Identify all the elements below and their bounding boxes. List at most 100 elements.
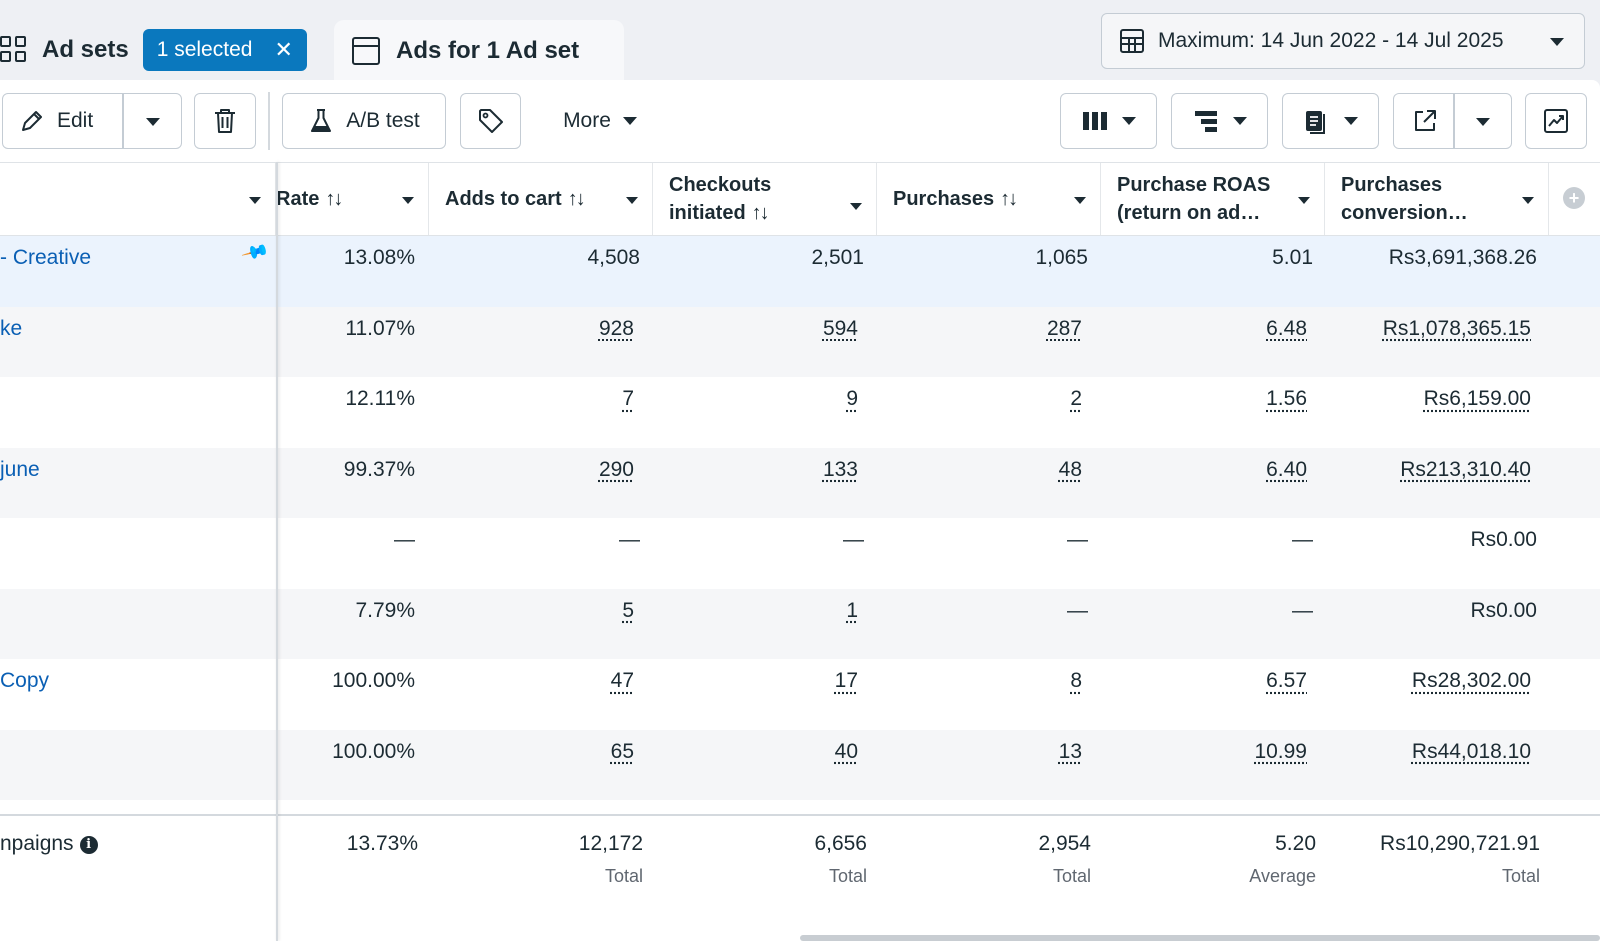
table-row[interactable]: - Creative 📌 13.08% 4,508 2,501 1,065 5.01 Rs3,… xyxy=(0,236,1600,307)
pin-icon[interactable]: 📌 xyxy=(240,237,271,267)
cell-rate: 13.08% xyxy=(343,246,415,269)
cell-adds-to-cart[interactable]: 5 xyxy=(622,598,634,622)
header-name-dropdown-icon[interactable] xyxy=(249,197,261,204)
cell-checkouts[interactable]: 594 xyxy=(822,316,858,340)
sort-icon[interactable]: ↑↓ xyxy=(567,188,586,210)
cell-purchases[interactable]: 13 xyxy=(1058,739,1082,763)
cell-purchases[interactable]: 8 xyxy=(1070,669,1082,692)
table-row[interactable]: 100.00% 65 40 13 10.99 Rs44,018.10 xyxy=(0,729,1600,800)
cell-roas[interactable]: 1.56 xyxy=(1266,387,1307,410)
cell-conv-value[interactable]: Rs1,078,365.15 xyxy=(1382,316,1531,340)
cell-purchases: — xyxy=(1067,598,1088,622)
row-name-link[interactable]: - Creative xyxy=(0,246,92,269)
cell-checkouts[interactable]: 1 xyxy=(846,598,858,622)
ads-window-icon xyxy=(352,37,380,65)
more-dropdown-icon xyxy=(622,117,637,125)
cell-rate: 99.37% xyxy=(343,457,415,481)
cell-roas[interactable]: 6.48 xyxy=(1266,316,1307,340)
edit-button[interactable]: Edit xyxy=(2,93,182,149)
cell-conv-value: Rs0.00 xyxy=(1470,598,1537,622)
cell-conv-value[interactable]: Rs28,302.00 xyxy=(1411,669,1531,692)
breakdown-button[interactable] xyxy=(1171,93,1268,149)
sort-icon[interactable]: ↑↓ xyxy=(325,188,343,210)
cell-adds-to-cart[interactable]: 290 xyxy=(598,457,634,481)
cell-roas[interactable]: 6.40 xyxy=(1266,457,1307,481)
breakdown-icon xyxy=(1194,111,1217,132)
cell-adds-to-cart[interactable]: 65 xyxy=(610,739,634,763)
header-adds-to-cart[interactable]: Adds to cart ↑↓ xyxy=(429,163,653,235)
date-range-picker[interactable]: Maximum: 14 Jun 2022 - 14 Jul 2025 xyxy=(1101,13,1585,69)
cell-purchases[interactable]: 48 xyxy=(1058,457,1082,481)
edit-dropdown-icon[interactable] xyxy=(146,118,160,126)
header-conversion-dropdown-icon[interactable] xyxy=(1522,197,1534,204)
cell-conv-value[interactable]: Rs44,018.10 xyxy=(1411,739,1531,763)
table-row[interactable]: 12.11% 7 9 2 1.56 Rs6,159.00 xyxy=(0,377,1600,448)
header-checkouts-dropdown-icon[interactable] xyxy=(850,203,862,210)
row-name-link[interactable]: june xyxy=(0,457,40,481)
export-dropdown-icon[interactable] xyxy=(1476,118,1490,126)
export-button[interactable] xyxy=(1393,93,1512,149)
ab-test-button[interactable]: A/B test xyxy=(282,93,446,149)
edit-label: Edit xyxy=(57,109,94,132)
row-name-link[interactable]: Copy xyxy=(0,669,50,692)
header-purchases-conversion[interactable]: Purchases conversion… xyxy=(1325,163,1549,235)
columns-button[interactable] xyxy=(1060,93,1157,149)
cell-adds-to-cart: 4,508 xyxy=(587,246,640,269)
header-name[interactable] xyxy=(0,163,276,235)
cell-checkouts[interactable]: 133 xyxy=(822,457,858,481)
tab-ad-sets[interactable]: Ad sets 1 selected ✕ xyxy=(0,20,320,80)
delete-button[interactable] xyxy=(194,93,256,149)
table-row[interactable]: 7.79% 5 1 — — Rs0.00 xyxy=(0,588,1600,659)
selected-badge[interactable]: 1 selected ✕ xyxy=(142,29,307,71)
cell-conv-value[interactable]: Rs213,310.40 xyxy=(1400,457,1531,481)
chart-button[interactable] xyxy=(1525,93,1587,149)
cell-roas[interactable]: 6.57 xyxy=(1266,669,1307,692)
cell-purchases[interactable]: 287 xyxy=(1046,316,1082,340)
cell-purchases: — xyxy=(1067,528,1088,551)
horizontal-scrollbar[interactable] xyxy=(800,935,1600,941)
table-row[interactable]: june 99.37% 290 133 48 6.40 Rs213,310.40 xyxy=(0,447,1600,518)
cell-checkouts[interactable]: 40 xyxy=(834,739,858,763)
header-checkouts[interactable]: Checkouts initiated ↑↓ xyxy=(653,163,877,235)
table-row[interactable]: ke 11.07% 928 594 287 6.48 Rs1,078,365.15 xyxy=(0,306,1600,377)
header-purchases[interactable]: Purchases ↑↓ xyxy=(877,163,1101,235)
add-column-icon[interactable]: + xyxy=(1563,187,1585,209)
table-row[interactable]: Copy 100.00% 47 17 8 6.57 Rs28,302.00 xyxy=(0,659,1600,730)
tab-ad-sets-label: Ad sets xyxy=(42,36,129,63)
info-icon[interactable]: i xyxy=(79,836,98,854)
header-purchases-dropdown-icon[interactable] xyxy=(1074,197,1086,204)
sort-icon[interactable]: ↑↓ xyxy=(751,202,770,224)
header-purchase-roas[interactable]: Purchase ROAS (return on ad… xyxy=(1101,163,1325,235)
header-adds-to-cart-dropdown-icon[interactable] xyxy=(626,197,638,204)
tag-button[interactable] xyxy=(460,93,521,149)
trash-icon xyxy=(215,109,235,133)
cell-checkouts[interactable]: 17 xyxy=(834,669,858,692)
row-name-link[interactable]: ke xyxy=(0,316,23,340)
table-summary-row: npaigns i 13.73% 12,172 Total 6,656 Total… xyxy=(0,814,1600,932)
cell-adds-to-cart[interactable]: 7 xyxy=(622,387,634,410)
tab-ads[interactable]: Ads for 1 Ad set xyxy=(334,20,624,82)
header-roas-dropdown-icon[interactable] xyxy=(1298,197,1310,204)
table-row[interactable]: — — — — — Rs0.00 xyxy=(0,518,1600,589)
reports-icon xyxy=(1305,111,1325,134)
chart-icon xyxy=(1544,109,1568,133)
more-button[interactable]: More xyxy=(540,93,660,149)
cell-adds-to-cart[interactable]: 47 xyxy=(610,669,634,692)
header-rate[interactable]: Rate ↑↓ xyxy=(276,163,429,235)
breakdown-dropdown-icon xyxy=(1232,117,1247,125)
cell-adds-to-cart[interactable]: 928 xyxy=(598,316,634,340)
cell-checkouts[interactable]: 9 xyxy=(846,387,858,410)
cell-rate: 100.00% xyxy=(332,739,415,763)
clear-selection-icon[interactable]: ✕ xyxy=(274,37,293,62)
header-rate-dropdown-icon[interactable] xyxy=(402,197,414,204)
ab-test-label: A/B test xyxy=(346,109,420,132)
cell-purchases[interactable]: 2 xyxy=(1070,387,1082,410)
reports-button[interactable] xyxy=(1282,93,1379,149)
pencil-icon xyxy=(22,111,42,131)
cell-roas[interactable]: 10.99 xyxy=(1254,739,1307,763)
cell-conv-value[interactable]: Rs6,159.00 xyxy=(1423,387,1531,410)
sort-icon[interactable]: ↑↓ xyxy=(1000,188,1018,210)
more-label: More xyxy=(563,109,611,132)
summary-label: npaigns i xyxy=(0,832,98,856)
chevron-down-icon xyxy=(1550,38,1564,46)
